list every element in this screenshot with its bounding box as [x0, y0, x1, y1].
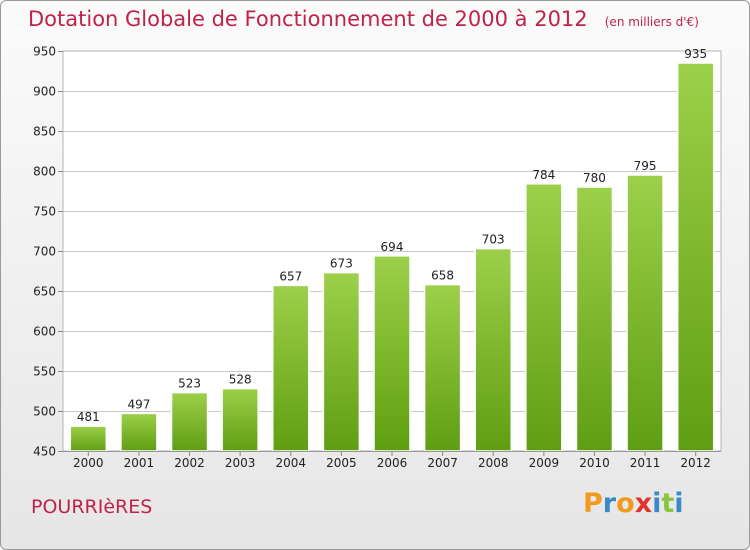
- y-tick-label: 800: [33, 165, 56, 179]
- x-tick-label: 2010: [579, 456, 610, 470]
- bar: [272, 284, 310, 452]
- x-tick-label: 2004: [275, 456, 306, 470]
- x-tick-label: 2009: [529, 456, 560, 470]
- x-tick-label: 2005: [326, 456, 357, 470]
- data-label: 694: [381, 240, 404, 254]
- x-tick-label: 2002: [174, 456, 205, 470]
- bar: [69, 425, 108, 452]
- bar: [221, 387, 259, 452]
- data-label: 673: [330, 257, 353, 271]
- bar: [626, 174, 664, 452]
- x-tick-label: 2003: [225, 456, 256, 470]
- x-tick-label: 2001: [124, 456, 155, 470]
- bar: [170, 391, 209, 452]
- logo-letter: x: [634, 488, 653, 519]
- y-tick-label: 600: [33, 325, 56, 339]
- logo-letter: i: [674, 488, 684, 519]
- data-label: 784: [532, 168, 555, 182]
- logo-letter: P: [583, 488, 603, 519]
- commune-name: POURRIèRES: [31, 496, 153, 518]
- data-label: 497: [127, 397, 150, 411]
- x-tick-label: 2012: [680, 456, 711, 470]
- x-tick-label: 2006: [377, 456, 408, 470]
- data-label: 780: [583, 171, 606, 185]
- data-label: 658: [431, 269, 454, 283]
- proxiti-logo[interactable]: Proxiti: [583, 488, 684, 519]
- logo-letter: i: [652, 488, 662, 519]
- chart-unit: (en milliers d'€): [604, 15, 699, 29]
- data-label: 657: [279, 269, 302, 283]
- bar: [474, 247, 512, 452]
- y-tick-label: 650: [33, 285, 56, 299]
- data-label: 523: [178, 377, 201, 391]
- bar: [575, 186, 614, 452]
- bar: [322, 271, 361, 452]
- data-label: 481: [77, 410, 100, 424]
- bar: [676, 62, 715, 452]
- logo-letter: r: [602, 488, 617, 519]
- logo-letter: t: [661, 488, 675, 519]
- bar: [373, 255, 411, 452]
- data-label: 528: [229, 373, 252, 387]
- data-label: 935: [684, 47, 707, 61]
- x-tick-label: 2000: [73, 456, 104, 470]
- logo-letter: o: [616, 488, 635, 519]
- y-tick-label: 550: [33, 365, 56, 379]
- y-tick-label: 900: [33, 85, 56, 99]
- chart-title: Dotation Globale de Fonctionnement de 20…: [28, 7, 588, 31]
- bar: [525, 183, 563, 452]
- y-tick-label: 850: [33, 125, 56, 139]
- y-tick-label: 950: [33, 45, 56, 59]
- chart-header: Dotation Globale de Fonctionnement de 20…: [28, 7, 699, 31]
- data-label: 703: [482, 233, 505, 247]
- bar: [120, 412, 158, 452]
- y-tick-label: 500: [33, 405, 56, 419]
- y-tick-label: 750: [33, 205, 56, 219]
- y-tick-label: 450: [33, 445, 56, 459]
- x-tick-label: 2008: [478, 456, 509, 470]
- data-label: 795: [634, 159, 657, 173]
- bar: [423, 283, 462, 452]
- x-tick-label: 2011: [630, 456, 661, 470]
- x-tick-label: 2007: [427, 456, 458, 470]
- y-tick-label: 700: [33, 245, 56, 259]
